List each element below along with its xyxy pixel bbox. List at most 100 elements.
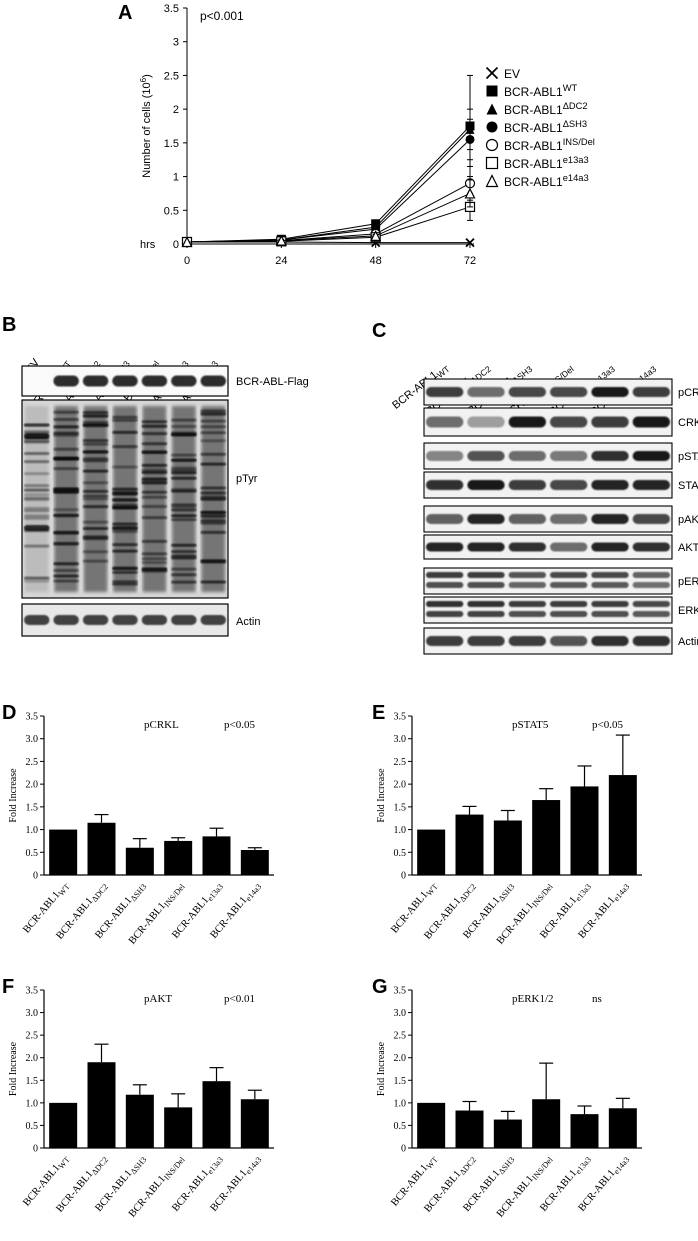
blot-band: [426, 451, 464, 461]
blot-band: [171, 503, 197, 507]
f-category-label-0-base: BCR-ABL1: [21, 1163, 62, 1209]
e-bar-1: [455, 814, 484, 875]
blot-band: [24, 488, 50, 492]
blot-band: [82, 438, 109, 442]
blot-band: [141, 420, 168, 424]
f-bar-3: [164, 1107, 193, 1148]
blot-band: [591, 416, 629, 428]
f-y-tick-label: 3.5: [26, 986, 39, 997]
blot-band: [53, 574, 79, 578]
a-y-tick-label: 1.5: [164, 138, 179, 150]
bar-panel-e: 0 0.5 1.0 1.5 2.0 2.5 3.0 3.5 Fold Increase pSTAT…: [376, 712, 642, 947]
blot-band: [141, 615, 168, 625]
blot-band: [82, 497, 109, 501]
blot-band: [24, 460, 50, 464]
c-blot-row-1: [423, 407, 673, 437]
f-bar-0: [49, 1102, 78, 1148]
blot-band: [24, 525, 50, 531]
blot-band: [508, 572, 546, 578]
f-bar-1: [87, 1062, 116, 1148]
d-y-tick-label: 3.0: [26, 734, 39, 745]
blot-band: [171, 615, 197, 625]
blot-band: [141, 432, 168, 436]
blot-band: [82, 550, 109, 554]
blot-band: [426, 611, 464, 617]
panel-letter-f: F: [2, 976, 15, 998]
f-y-tick-label: 0.5: [26, 1121, 39, 1132]
blot-band: [467, 601, 505, 607]
blot-band: [632, 636, 670, 646]
d-category-label-3-sub: INS/Del: [162, 882, 187, 909]
blot-band: [591, 387, 629, 397]
g-y-tick-label: 0.5: [394, 1121, 407, 1132]
a-legend-label-6-base: BCR-ABL1: [504, 175, 563, 189]
g-bar-4: [570, 1114, 599, 1148]
blot-band: [24, 433, 50, 439]
blot-band: [141, 560, 168, 564]
g-category-label-1-sub: ΔDC2: [458, 1155, 478, 1177]
a-x-tick-label: 72: [464, 255, 476, 267]
f-title: pAKT: [144, 993, 172, 1005]
blot-band: [112, 492, 138, 496]
c-row-label-1: CRKL: [678, 417, 698, 429]
blot-band: [24, 509, 50, 513]
blot-band: [200, 486, 226, 490]
blot-band: [112, 415, 138, 419]
f-category-label-5-sub: e14a3: [244, 1155, 263, 1176]
blot-band: [467, 572, 505, 578]
a-legend-label-2: BCR-ABL1ΔDC2: [504, 101, 588, 117]
a-y-tick-label: 0.5: [164, 205, 179, 217]
blot-band: [171, 518, 197, 522]
blot-band: [112, 570, 138, 574]
f-y-tick-label: 3.0: [26, 1008, 39, 1019]
blot-band: [171, 554, 197, 558]
f-y-tick-label: 0: [33, 1144, 38, 1155]
blot-band: [141, 442, 168, 446]
blot-band: [112, 549, 138, 553]
blot-band: [632, 416, 670, 428]
blot-band: [467, 480, 505, 490]
a-legend-marker-0-stroke-b: [485, 66, 499, 80]
blot-band: [467, 416, 505, 428]
blot-band: [508, 636, 546, 646]
blot-band: [112, 543, 138, 547]
d-y-tick-label: 1.0: [26, 825, 39, 836]
e-y-tick-label: 0.5: [394, 848, 407, 859]
a-legend-label-2-sub: ΔDC2: [563, 101, 588, 111]
blot-band: [591, 582, 629, 588]
blot-band: [141, 539, 168, 543]
blot-band: [550, 514, 588, 524]
f-bar-4: [202, 1081, 231, 1148]
blot-band: [141, 516, 168, 520]
blot-band: [200, 409, 226, 413]
blot-band: [171, 418, 197, 422]
blot-band: [200, 462, 226, 466]
a-series-3: [182, 118, 475, 247]
a-ylabel-sup: 6: [139, 77, 148, 82]
blot-band: [112, 430, 138, 434]
a-ylabel-end: ): [141, 74, 153, 78]
d-bar-3: [164, 840, 193, 875]
e-category-label-4-base: BCR-ABL1: [538, 895, 579, 941]
d-bar-0: [49, 829, 78, 875]
blot-band: [112, 375, 138, 387]
a-legend-label-1: BCR-ABL1WT: [504, 83, 578, 99]
blot-band: [24, 576, 50, 580]
blot-band: [467, 582, 505, 588]
blot-band: [141, 470, 168, 474]
blot-band: [200, 521, 226, 525]
blot-band: [171, 543, 197, 547]
e-category-label-2-base: BCR-ABL1: [461, 895, 502, 941]
g-y-tick-label: 2.5: [394, 1031, 407, 1042]
blot-band: [171, 476, 197, 480]
blot-band: [508, 582, 546, 588]
a-legend-label-3-base: BCR-ABL1: [504, 121, 563, 135]
panel-letter-b: B: [2, 314, 17, 336]
a-x-tick-label: 0: [184, 255, 190, 267]
blot-band: [141, 567, 168, 571]
blot-band: [591, 542, 629, 552]
g-category-label-4-sub: e13a3: [574, 1155, 593, 1176]
blot-band: [112, 526, 138, 530]
blot-band: [82, 520, 109, 524]
blot-band: [550, 611, 588, 617]
